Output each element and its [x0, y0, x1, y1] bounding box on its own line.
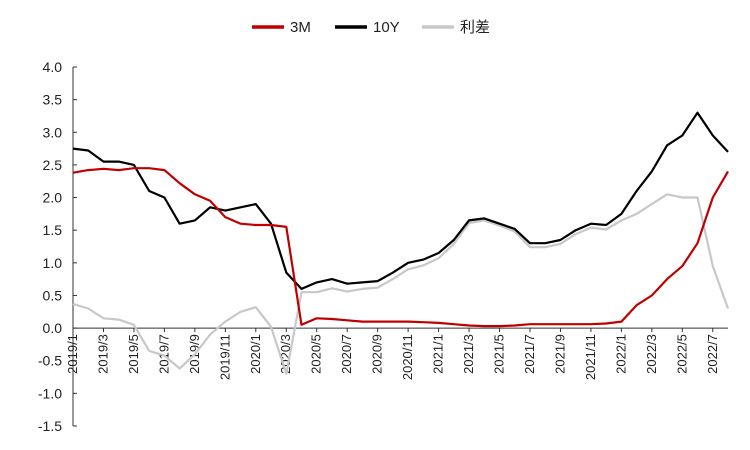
- x-tick-label: 2019/5: [126, 334, 141, 374]
- y-axis: 4.0 3.5 3.0 2.5 2.0 1.5 1.0 0.5 0.0 -0.5 -1.0 -1.5: [38, 59, 77, 434]
- y-tick-label: 3.5: [43, 92, 63, 108]
- x-tick-label: 2019/3: [95, 334, 110, 374]
- plot-area: [72, 111, 730, 375]
- legend-label: 3M: [290, 19, 311, 36]
- x-tick-label: 2022/5: [674, 334, 689, 374]
- series-line-3m: [72, 167, 729, 328]
- y-tick-label: 1.0: [43, 255, 63, 271]
- legend-label: 10Y: [373, 19, 400, 36]
- x-tick-label: 2019/7: [156, 334, 171, 374]
- x-tick-label: 2020/11: [400, 334, 415, 380]
- x-tick-label: 2020/1: [248, 334, 263, 374]
- y-tick-label: 1.5: [43, 222, 63, 238]
- y-tick-label: 2.0: [43, 190, 63, 206]
- y-tick-label: 0.5: [43, 287, 63, 303]
- y-tick-label: 2.5: [43, 157, 63, 173]
- y-tick-label: 3.0: [43, 124, 63, 140]
- x-tick-label: 2021/5: [492, 334, 507, 374]
- y-tick-label: 4.0: [43, 59, 63, 75]
- x-tick-label: 2020/9: [370, 334, 385, 374]
- x-tick-label: 2020/7: [339, 334, 354, 374]
- x-tick-label: 2021/11: [583, 334, 598, 380]
- x-tick-label: 2019/11: [217, 334, 232, 380]
- y-tick-label: -1.0: [38, 385, 62, 401]
- legend-label: 利差: [460, 19, 490, 36]
- x-tick-label: 2022/1: [613, 334, 628, 374]
- y-tick-label: -0.5: [38, 353, 62, 369]
- x-tick-label: 2021/3: [461, 334, 476, 374]
- x-tick-label: 2021/1: [431, 334, 446, 374]
- x-tick-label: 2021/9: [552, 334, 567, 374]
- x-tick-label: 2022/7: [705, 334, 720, 374]
- x-tick-label: 2021/7: [522, 334, 537, 374]
- x-tick-label: 2020/5: [309, 334, 324, 374]
- y-tick-label: -1.5: [38, 418, 62, 434]
- x-tick-label: 2019/1: [65, 334, 80, 374]
- x-tick-label: 2022/3: [644, 334, 659, 374]
- y-tick-label: 0.0: [43, 320, 63, 336]
- series-line-10y: [72, 111, 729, 290]
- series-line-spread: [72, 193, 730, 375]
- x-axis: 2019/1 2019/3 2019/5 2019/7 2019/9 2019/11 202…: [65, 327, 728, 380]
- legend: 3M 10Y 利差: [252, 19, 490, 36]
